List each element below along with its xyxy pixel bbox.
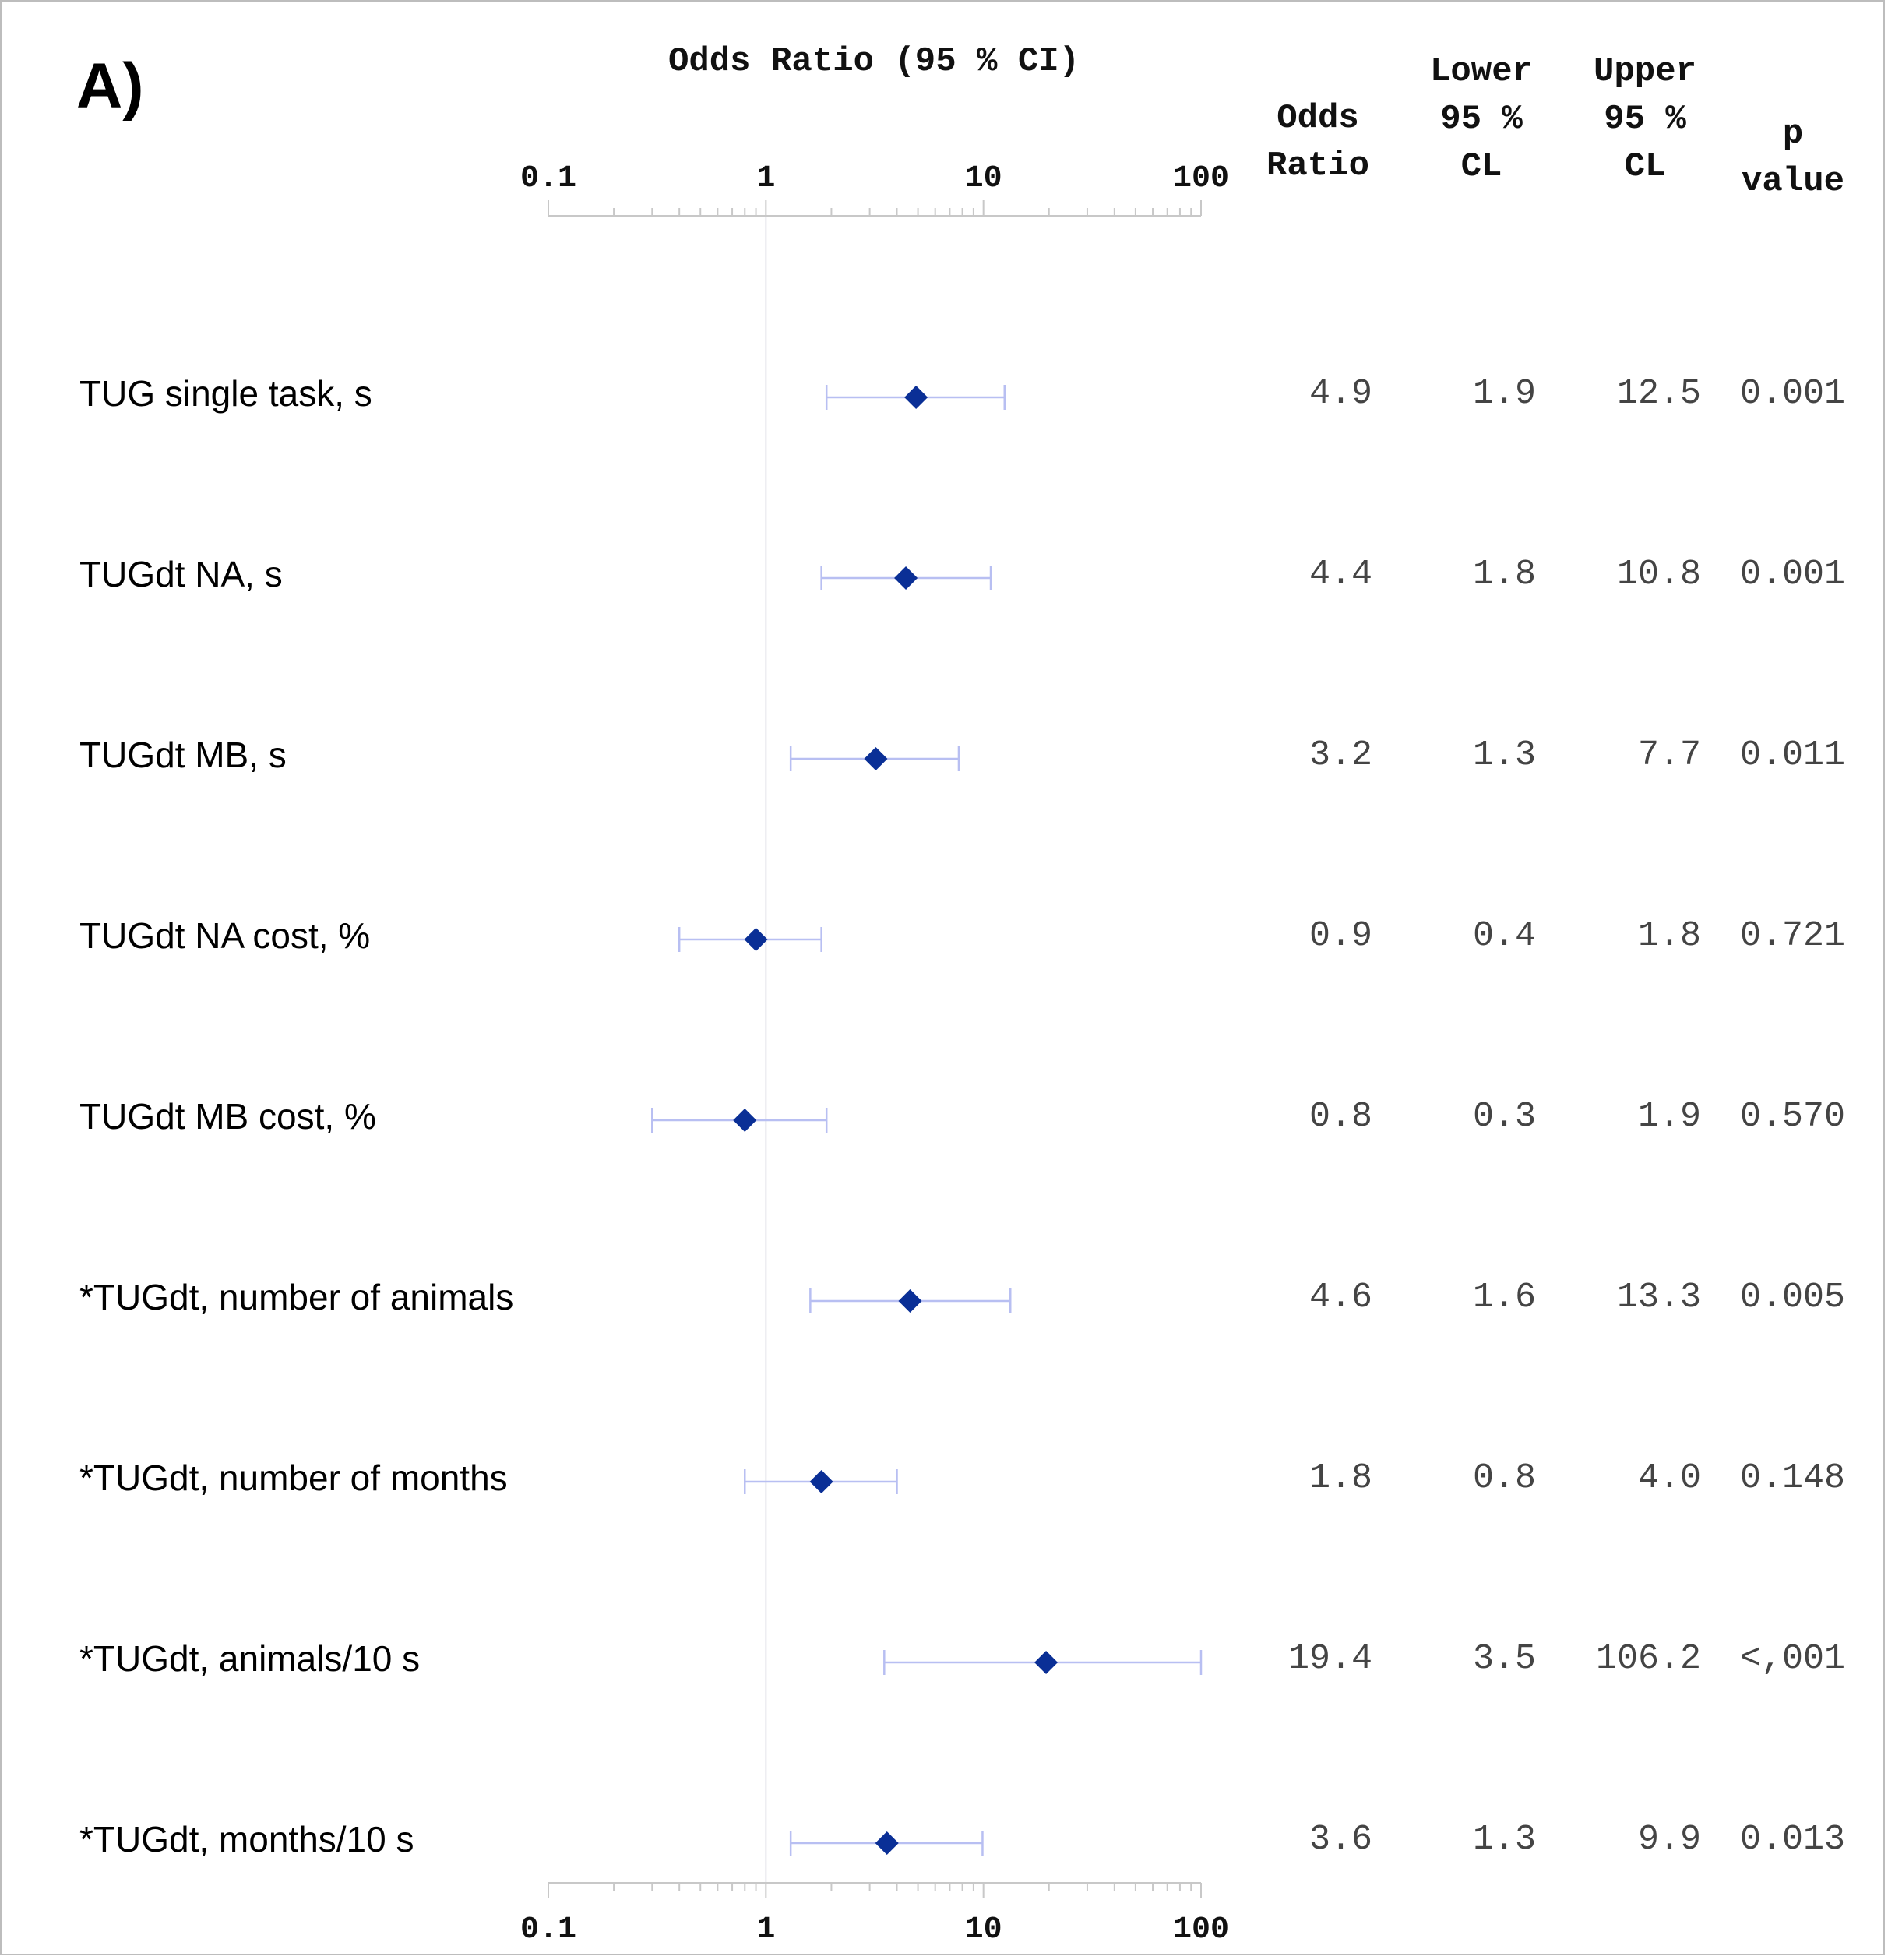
header-p-line-1: p — [1782, 115, 1804, 153]
header-upper-line-2: 95 % — [1604, 100, 1686, 139]
row-label: TUGdt MB, s — [79, 735, 287, 775]
cell-lower-cl: 3.5 — [1472, 1639, 1536, 1679]
cell-upper-cl: 1.8 — [1637, 916, 1701, 956]
cell-upper-cl: 9.9 — [1637, 1820, 1701, 1860]
odds-ratio-marker — [809, 1470, 833, 1493]
top-axis-tick-label: 100 — [1173, 161, 1229, 196]
bottom-axis-tick-label: 10 — [965, 1912, 1002, 1948]
cell-p-value: 0.721 — [1739, 916, 1845, 956]
cell-odds-ratio: 4.4 — [1309, 555, 1372, 594]
cell-upper-cl: 12.5 — [1616, 374, 1701, 414]
header-upper-line-3: CL — [1624, 147, 1666, 186]
header-odds-ratio: Odds Ratio — [1248, 95, 1388, 190]
cell-lower-cl: 1.8 — [1472, 555, 1536, 594]
cell-p-value: 0.001 — [1739, 555, 1845, 594]
cell-odds-ratio: 19.4 — [1287, 1639, 1372, 1679]
cell-p-value: 0.013 — [1739, 1820, 1845, 1860]
cell-lower-cl: 1.3 — [1472, 1820, 1536, 1860]
cell-odds-ratio: 3.6 — [1309, 1820, 1372, 1860]
cell-odds-ratio: 1.8 — [1309, 1458, 1372, 1498]
header-odds-ratio-line-2: Ratio — [1266, 146, 1370, 185]
cell-odds-ratio: 0.8 — [1309, 1097, 1372, 1137]
cell-p-value: 0.570 — [1739, 1097, 1845, 1137]
odds-ratio-marker — [744, 928, 768, 951]
cell-lower-cl: 0.8 — [1472, 1458, 1536, 1498]
cell-lower-cl: 1.9 — [1472, 374, 1536, 414]
header-lower-line-2: 95 % — [1440, 100, 1523, 139]
cell-upper-cl: 1.9 — [1637, 1097, 1701, 1137]
cell-odds-ratio: 4.6 — [1309, 1278, 1372, 1317]
top-axis-tick-label: 1 — [756, 161, 775, 196]
row-label: *TUGdt, months/10 s — [79, 1819, 414, 1860]
header-lower-line-1: Lower — [1429, 52, 1534, 91]
odds-ratio-marker — [898, 1289, 922, 1313]
bottom-axis-tick-label: 1 — [756, 1912, 775, 1948]
odds-ratio-marker — [1034, 1651, 1058, 1674]
cell-p-value: 0.001 — [1739, 374, 1845, 414]
bottom-axis-tick-label: 0.1 — [520, 1912, 576, 1948]
cell-lower-cl: 1.3 — [1472, 735, 1536, 775]
header-lower-line-3: CL — [1460, 147, 1502, 186]
panel-label: A) — [76, 51, 144, 122]
cell-upper-cl: 13.3 — [1616, 1278, 1701, 1317]
cell-upper-cl: 106.2 — [1595, 1639, 1701, 1679]
row-label: TUGdt NA, s — [79, 554, 283, 594]
header-p-line-2: value — [1741, 162, 1845, 201]
cell-odds-ratio: 3.2 — [1309, 735, 1372, 775]
cell-p-value: 0.011 — [1739, 735, 1845, 775]
cell-odds-ratio: 0.9 — [1309, 916, 1372, 956]
header-lower-cl: Lower 95 % CL — [1411, 48, 1552, 191]
top-axis-tick-label: 10 — [965, 161, 1002, 196]
header-odds-ratio-line-1: Odds — [1277, 99, 1359, 138]
chart-title: Odds Ratio (95 % CI) — [667, 42, 1080, 81]
header-upper-cl: Upper 95 % CL — [1575, 48, 1715, 191]
cell-upper-cl: 7.7 — [1637, 735, 1701, 775]
row-label: *TUGdt, number of months — [79, 1458, 508, 1498]
header-upper-line-1: Upper — [1593, 52, 1697, 91]
odds-ratio-marker — [864, 747, 888, 770]
row-label: *TUGdt, number of animals — [79, 1277, 514, 1317]
cell-p-value: <,001 — [1739, 1639, 1845, 1679]
odds-ratio-marker — [904, 386, 928, 409]
row-label: *TUGdt, animals/10 s — [79, 1638, 421, 1679]
cell-upper-cl: 4.0 — [1637, 1458, 1701, 1498]
bottom-axis-tick-label: 100 — [1173, 1912, 1229, 1948]
header-p-value: p value — [1723, 111, 1863, 206]
cell-lower-cl: 1.6 — [1472, 1278, 1536, 1317]
cell-odds-ratio: 4.9 — [1309, 374, 1372, 414]
row-label: TUGdt NA cost, % — [79, 915, 371, 956]
odds-ratio-marker — [894, 566, 918, 590]
cell-p-value: 0.005 — [1739, 1278, 1845, 1317]
row-label: TUGdt MB cost, % — [79, 1096, 376, 1137]
odds-ratio-marker — [875, 1831, 899, 1855]
cell-upper-cl: 10.8 — [1616, 555, 1701, 594]
top-axis-tick-label: 0.1 — [520, 161, 576, 196]
cell-lower-cl: 0.3 — [1472, 1097, 1536, 1137]
cell-p-value: 0.148 — [1739, 1458, 1845, 1498]
odds-ratio-marker — [733, 1109, 757, 1132]
cell-lower-cl: 0.4 — [1472, 916, 1536, 956]
row-label: TUG single task, s — [79, 373, 372, 414]
